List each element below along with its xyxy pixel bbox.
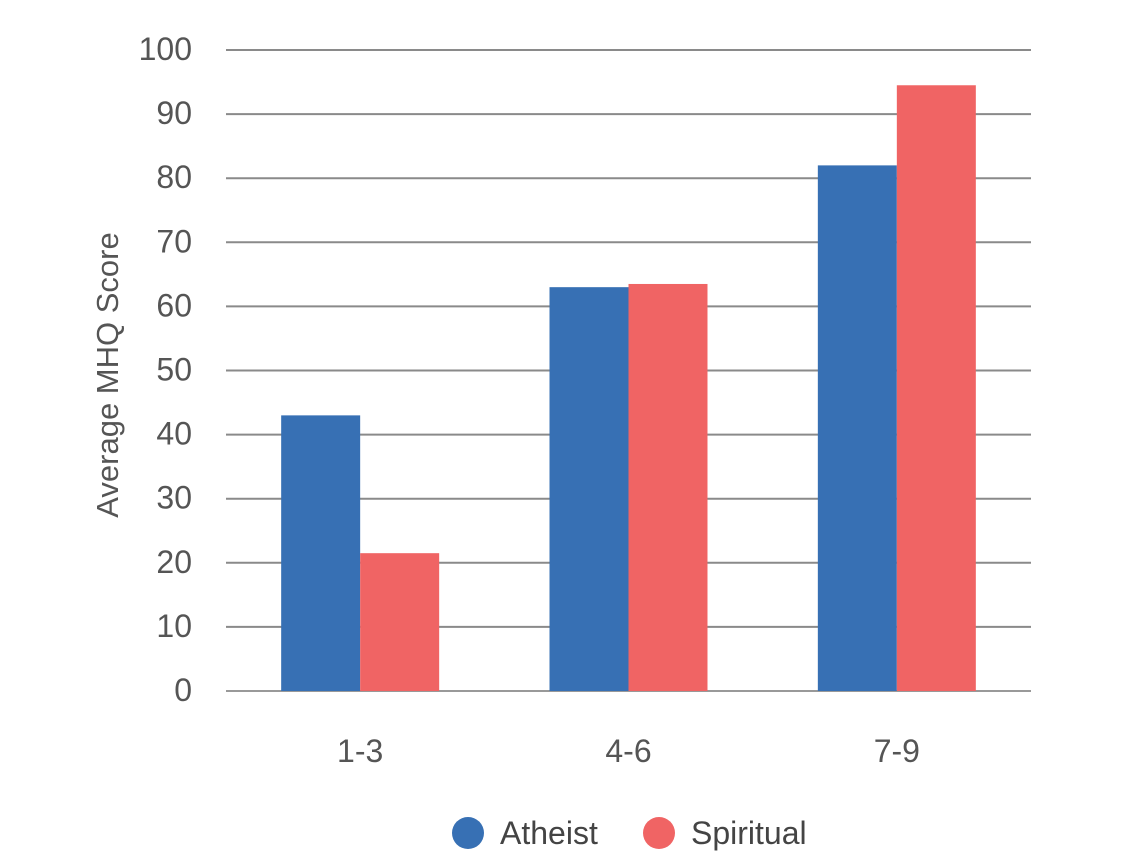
y-tick-label: 20 — [156, 544, 192, 580]
y-tick-label: 100 — [139, 31, 192, 67]
legend-label-spiritual: Spiritual — [691, 815, 807, 851]
y-tick-label: 50 — [156, 352, 192, 388]
bar-spiritual-1-3 — [360, 553, 440, 691]
legend-swatch-spiritual — [643, 817, 675, 849]
y-tick-label: 60 — [156, 287, 192, 323]
legend-swatch-atheist — [452, 817, 484, 849]
y-tick-label: 80 — [156, 159, 192, 195]
y-axis-ticks: 0 10 20 30 40 50 60 70 80 90 100 — [139, 31, 192, 708]
bar-spiritual-7-9 — [896, 85, 976, 691]
y-tick-label: 70 — [156, 223, 192, 259]
legend-label-atheist: Atheist — [500, 815, 598, 851]
bar-atheist-4-6 — [549, 287, 629, 691]
y-tick-label: 90 — [156, 95, 192, 131]
y-tick-label: 30 — [156, 480, 192, 516]
y-tick-label: 40 — [156, 416, 192, 452]
bars — [281, 85, 976, 691]
bar-spiritual-4-6 — [628, 283, 708, 691]
legend: Atheist Spiritual — [452, 815, 807, 851]
y-axis-title: Average MHQ Score — [90, 232, 125, 517]
bar-atheist-7-9 — [817, 165, 897, 691]
x-tick-label: 7-9 — [874, 733, 920, 769]
y-tick-label: 0 — [174, 672, 192, 708]
x-axis-ticks: 1-3 4-6 7-9 — [337, 733, 920, 769]
bar-atheist-1-3 — [281, 415, 361, 691]
x-tick-label: 4-6 — [605, 733, 651, 769]
x-tick-label: 1-3 — [337, 733, 383, 769]
y-tick-label: 10 — [156, 608, 192, 644]
